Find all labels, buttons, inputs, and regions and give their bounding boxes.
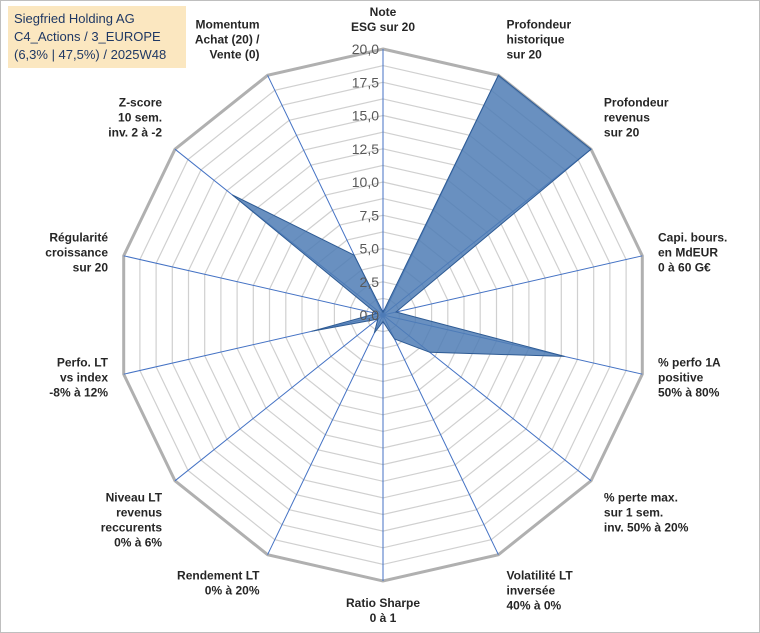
- axis-label-line: Note: [370, 5, 397, 19]
- axis-label-line: en MdEUR: [658, 246, 718, 260]
- axis-label: Régularité croissance sur 20: [45, 231, 108, 275]
- axis-label-line: Ratio Sharpe: [346, 596, 420, 610]
- axis-label-line: inversée: [507, 583, 556, 597]
- axis-label-line: historique: [507, 33, 565, 47]
- axis-label: Momentum Achat (20) / Vente (0): [195, 18, 260, 62]
- axis-label-line: 0 à 60 G€: [658, 261, 711, 275]
- spoke: [267, 314, 384, 555]
- spoke: [123, 255, 384, 316]
- axis-label-line: Volatilité LT: [507, 568, 574, 582]
- axis-label: Note ESG sur 20: [351, 5, 415, 34]
- axis-label-line: vs index: [60, 370, 108, 384]
- axis-label: Niveau LT revenus reccurents 0% à 6%: [101, 491, 163, 550]
- axis-label-line: Capi. bours.: [658, 231, 727, 245]
- tick-label: 17,5: [352, 74, 379, 90]
- spoke: [382, 255, 643, 316]
- axis-label-line: sur 20: [604, 125, 640, 139]
- axis-label-line: Rendement LT: [177, 568, 260, 582]
- axis-label-line: Achat (20) /: [195, 33, 260, 47]
- tick-label: 2,5: [360, 274, 380, 290]
- axis-label-line: Perfo. LT: [57, 355, 109, 369]
- axis-label-line: 10 sem.: [118, 110, 162, 124]
- axis-label-line: Régularité: [49, 231, 108, 245]
- axis-label-line: 0 à 1: [370, 611, 397, 625]
- axis-label: Ratio Sharpe 0 à 1: [346, 596, 420, 625]
- axis-label-line: croissance: [45, 246, 108, 260]
- axis-label-line: % perfo 1A: [658, 355, 721, 369]
- title-line-1: Siegfried Holding AG: [14, 11, 135, 26]
- axis-label: Profondeur historique sur 20: [507, 18, 572, 62]
- axis-label-line: sur 1 sem.: [604, 506, 663, 520]
- tick-label: 5,0: [360, 241, 380, 257]
- axis-label: Capi. bours. en MdEUR 0 à 60 G€: [658, 231, 727, 275]
- axis-label-line: revenus: [116, 506, 162, 520]
- axis-label-line: Z-score: [119, 95, 163, 109]
- axis-label-line: 0% à 20%: [205, 583, 260, 597]
- title-box: Siegfried Holding AG C4_Actions / 3_EURO…: [8, 6, 186, 68]
- axis-label-line: % perte max.: [604, 491, 678, 505]
- axis-label: Profondeur revenus sur 20: [604, 95, 669, 139]
- data-series-polygon: [231, 74, 592, 357]
- axis-label: % perfo 1A positive 50% à 80%: [658, 355, 721, 399]
- tick-label: 0,0: [360, 307, 380, 323]
- axis-label-line: positive: [658, 370, 704, 384]
- axis-label-line: 50% à 80%: [658, 385, 720, 399]
- axis-label-line: Momentum: [196, 18, 260, 32]
- axis-label-line: 40% à 0%: [507, 598, 562, 612]
- axis-label: Volatilité LT inversée 40% à 0%: [507, 568, 574, 612]
- axis-label-line: reccurents: [101, 521, 163, 535]
- axis-label-line: 0% à 6%: [114, 536, 162, 550]
- axis-label-line: -8% à 12%: [49, 385, 108, 399]
- axis-label-line: inv. 2 à -2: [108, 125, 162, 139]
- tick-label: 20,0: [352, 41, 379, 57]
- axis-label-line: Vente (0): [209, 48, 259, 62]
- tick-label: 15,0: [352, 108, 379, 124]
- title-line-2: C4_Actions / 3_EUROPE: [14, 29, 161, 44]
- tick-label: 7,5: [360, 207, 380, 223]
- axis-label: Perfo. LT vs index -8% à 12%: [49, 355, 108, 399]
- axis-label: % perte max. sur 1 sem. inv. 50% à 20%: [604, 491, 689, 535]
- tick-label: 10,0: [352, 174, 379, 190]
- axis-label-line: sur 20: [73, 261, 109, 275]
- axis-label: Z-score 10 sem. inv. 2 à -2: [108, 95, 162, 139]
- axis-label: Rendement LT 0% à 20%: [177, 568, 260, 597]
- axis-label-line: revenus: [604, 110, 650, 124]
- axis-label-line: Profondeur: [604, 95, 669, 109]
- axis-label-line: Niveau LT: [106, 491, 163, 505]
- axis-label-line: ESG sur 20: [351, 20, 415, 34]
- tick-label: 12,5: [352, 141, 379, 157]
- spoke: [382, 314, 499, 555]
- axis-label-line: sur 20: [507, 48, 543, 62]
- spoke: [174, 314, 384, 482]
- axis-label-line: Profondeur: [507, 18, 572, 32]
- title-line-3: (6,3% | 47,5%) / 2025W48: [14, 47, 167, 62]
- axis-label-line: inv. 50% à 20%: [604, 521, 689, 535]
